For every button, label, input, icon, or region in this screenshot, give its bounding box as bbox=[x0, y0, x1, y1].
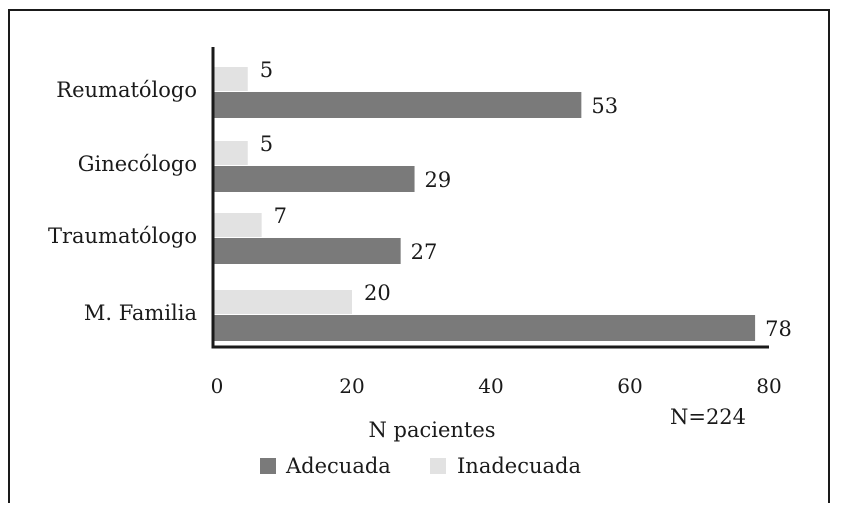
legend-label-adecuada: Adecuada bbox=[285, 454, 391, 478]
legend: Adecuada Inadecuada bbox=[260, 454, 581, 478]
value-label-inadecuada-traumatologo: 7 bbox=[274, 204, 287, 228]
category-label-reumatologo: Reumatólogo bbox=[56, 78, 197, 102]
legend-swatch-adecuada bbox=[260, 458, 276, 474]
bar-inadecuada-ginecologo bbox=[213, 141, 248, 165]
category-label-m-familia: M. Familia bbox=[84, 301, 197, 325]
x-tick-label-60: 60 bbox=[617, 374, 642, 398]
x-tick-label-80: 80 bbox=[756, 374, 781, 398]
legend-label-inadecuada: Inadecuada bbox=[457, 454, 581, 478]
sample-size-annotation: N=224 bbox=[670, 405, 746, 429]
category-label-traumatologo: Traumatólogo bbox=[48, 224, 197, 248]
value-label-adecuada-ginecologo: 29 bbox=[425, 168, 452, 192]
legend-swatch-inadecuada bbox=[430, 458, 446, 474]
x-tick-label-20: 20 bbox=[339, 374, 364, 398]
x-tick-labels: 0 20 40 60 80 bbox=[211, 374, 782, 398]
x-tick-label-0: 0 bbox=[211, 374, 224, 398]
bars-group bbox=[213, 67, 756, 341]
value-label-inadecuada-reumatologo: 5 bbox=[260, 58, 273, 82]
x-tick-label-40: 40 bbox=[478, 374, 503, 398]
bar-adecuada-m-familia bbox=[213, 315, 756, 341]
value-label-inadecuada-ginecologo: 5 bbox=[260, 132, 273, 156]
value-label-adecuada-m-familia: 78 bbox=[765, 317, 792, 341]
bar-inadecuada-reumatologo bbox=[213, 67, 248, 91]
bar-inadecuada-traumatologo bbox=[213, 213, 262, 237]
bar-adecuada-ginecologo bbox=[213, 166, 415, 192]
chart-frame bbox=[8, 9, 830, 503]
value-label-adecuada-traumatologo: 27 bbox=[411, 240, 438, 264]
value-label-adecuada-reumatologo: 53 bbox=[591, 94, 618, 118]
x-axis-title: N pacientes bbox=[368, 418, 495, 442]
category-labels: Reumatólogo Ginecólogo Traumatólogo M. Fami… bbox=[48, 78, 197, 325]
bar-inadecuada-m-familia bbox=[213, 290, 352, 314]
bar-adecuada-traumatologo bbox=[213, 238, 401, 264]
bar-adecuada-reumatologo bbox=[213, 92, 582, 118]
category-label-ginecologo: Ginecólogo bbox=[78, 152, 197, 176]
value-label-inadecuada-m-familia: 20 bbox=[364, 281, 391, 305]
value-labels: 5 53 5 29 7 27 20 78 bbox=[260, 58, 792, 341]
